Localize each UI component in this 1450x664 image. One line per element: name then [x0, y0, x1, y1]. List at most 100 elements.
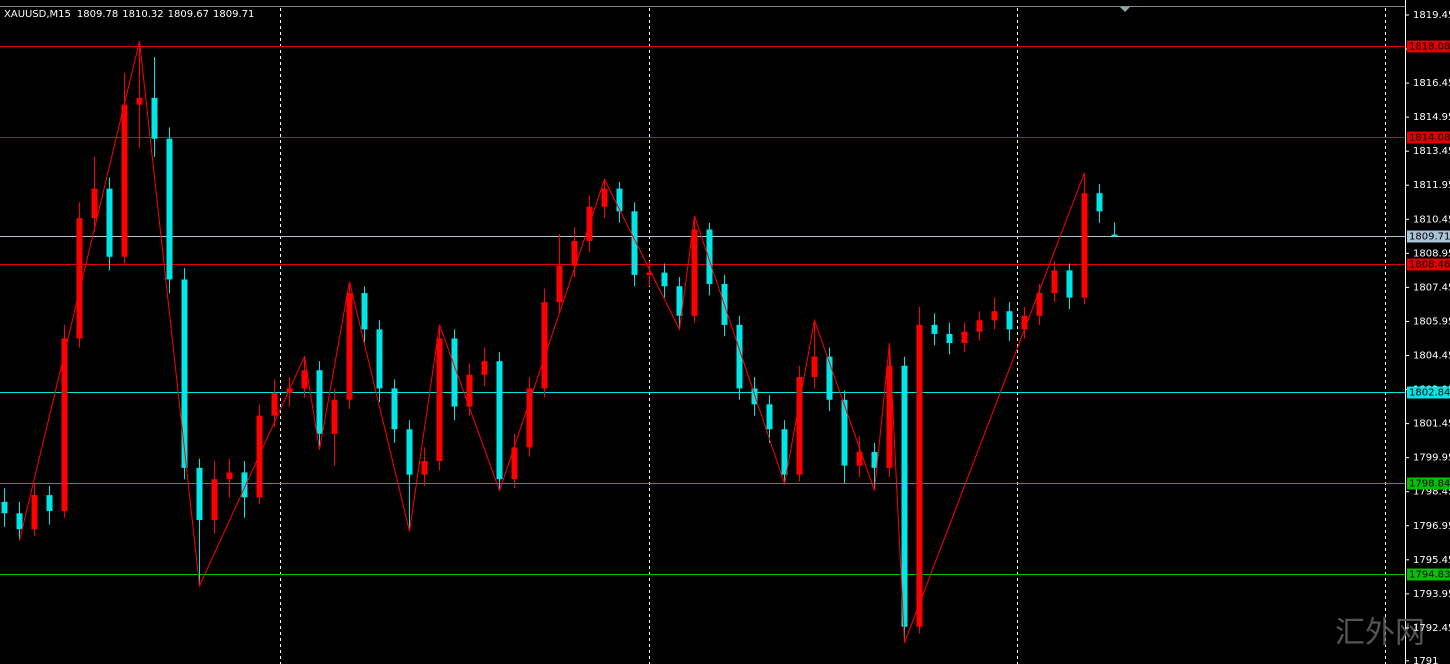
- candle-body: [886, 365, 893, 468]
- price-level-label: 1794.83: [1409, 570, 1450, 581]
- candle-body: [976, 320, 983, 332]
- candle-body: [181, 279, 188, 468]
- close-value: 1809.71: [213, 9, 254, 20]
- candle-body: [601, 188, 608, 207]
- candle-body: [301, 370, 308, 389]
- y-tick-label: 1819.45: [1413, 10, 1450, 21]
- candle-body: [136, 97, 143, 105]
- low-value: 1809.67: [168, 9, 209, 20]
- candle-body: [496, 361, 503, 480]
- candle-body: [121, 104, 128, 257]
- candle-body: [1, 501, 8, 514]
- y-tick-label: 1795.45: [1413, 555, 1450, 566]
- candle-body: [571, 240, 578, 266]
- watermark: 汇外网: [1335, 616, 1425, 651]
- candle-body: [811, 356, 818, 378]
- candle-body: [1021, 315, 1028, 330]
- symbol: XAUUSD,M15: [4, 9, 71, 20]
- candle-body: [271, 392, 278, 416]
- y-tick-label: 1799.95: [1413, 453, 1450, 464]
- y-tick-label: 1808.95: [1413, 248, 1450, 259]
- candle-body: [691, 229, 698, 316]
- candle-body: [541, 302, 548, 389]
- candle-body: [46, 495, 53, 511]
- y-tick-label: 1811.95: [1413, 180, 1450, 191]
- candle-body: [946, 333, 953, 344]
- candle-body: [661, 272, 668, 287]
- candle-body: [781, 429, 788, 475]
- price-level-box: [1407, 477, 1450, 490]
- shift-marker: [1120, 7, 1130, 12]
- candle-body: [226, 472, 233, 480]
- candle-body: [91, 188, 98, 219]
- zigzag-line: [19, 40, 1085, 643]
- y-tick-label: 1804.45: [1413, 350, 1450, 361]
- candle-body: [16, 513, 23, 530]
- high-value: 1810.32: [122, 9, 163, 20]
- candle-body: [481, 361, 488, 375]
- candle-body: [631, 211, 638, 275]
- candle-body: [856, 451, 863, 466]
- candle-body: [76, 218, 83, 339]
- candle-body: [61, 338, 68, 511]
- y-tick-label: 1816.45: [1413, 78, 1450, 89]
- candle-body: [346, 293, 353, 400]
- candle-body: [451, 338, 458, 407]
- y-tick-label: 1807.45: [1413, 282, 1450, 293]
- price-level-label: 1809.71: [1409, 232, 1450, 243]
- price-level-box: [1407, 40, 1450, 53]
- candle-body: [766, 404, 773, 430]
- candle-body: [706, 229, 713, 284]
- candle-body: [511, 447, 518, 480]
- candle-body: [376, 329, 383, 389]
- candle-body: [361, 293, 368, 330]
- price-level-box: [1407, 258, 1450, 271]
- candle-body: [331, 399, 338, 434]
- candle-body: [751, 388, 758, 405]
- y-tick-label: 1796.95: [1413, 521, 1450, 532]
- candle-body: [31, 495, 38, 530]
- y-tick-label: 1792.45: [1413, 623, 1450, 634]
- candle-body: [106, 188, 113, 257]
- y-tick-label: 1814.95: [1413, 112, 1450, 123]
- y-tick-label: 1805.95: [1413, 316, 1450, 327]
- candle-body: [796, 377, 803, 475]
- y-tick-label: 1798.45: [1413, 487, 1450, 498]
- candle-body: [826, 356, 833, 400]
- candle-body: [1096, 193, 1103, 212]
- candle-body: [241, 472, 248, 498]
- chart-title: XAUUSD,M15 1809.78 1810.32 1809.67 1809.71: [4, 9, 254, 20]
- open-value: 1809.78: [77, 9, 118, 20]
- candle-body: [736, 324, 743, 389]
- candle-body: [316, 370, 323, 434]
- candle-body: [196, 467, 203, 521]
- candle-body: [211, 479, 218, 521]
- y-tick-label: 1813.45: [1413, 146, 1450, 157]
- candle-body: [421, 461, 428, 475]
- y-tick-label: 1810.45: [1413, 214, 1450, 225]
- price-level-label: 1818.08: [1409, 42, 1450, 53]
- candle-body: [391, 388, 398, 430]
- candle-body: [1051, 270, 1058, 294]
- candle-body: [466, 374, 473, 407]
- y-tick-label: 1801.45: [1413, 419, 1450, 430]
- candle-body: [556, 265, 563, 303]
- candle-body: [1066, 270, 1073, 298]
- candle-body: [151, 97, 158, 139]
- candle-body: [1081, 193, 1088, 298]
- candle-body: [1111, 234, 1118, 237]
- candle-body: [961, 331, 968, 344]
- candle-body: [841, 399, 848, 466]
- y-tick-label: 1793.95: [1413, 589, 1450, 600]
- candle-body: [616, 188, 623, 212]
- candle-body: [901, 365, 908, 627]
- price-level-box: [1407, 131, 1450, 144]
- price-level-label: 1802.84: [1409, 388, 1450, 399]
- price-level-label: 1808.46: [1409, 260, 1450, 271]
- candle-body: [526, 388, 533, 448]
- price-level-label: 1798.84: [1409, 479, 1450, 490]
- candle-body: [676, 286, 683, 316]
- candle-body: [286, 388, 293, 393]
- price-level-box: [1407, 568, 1450, 581]
